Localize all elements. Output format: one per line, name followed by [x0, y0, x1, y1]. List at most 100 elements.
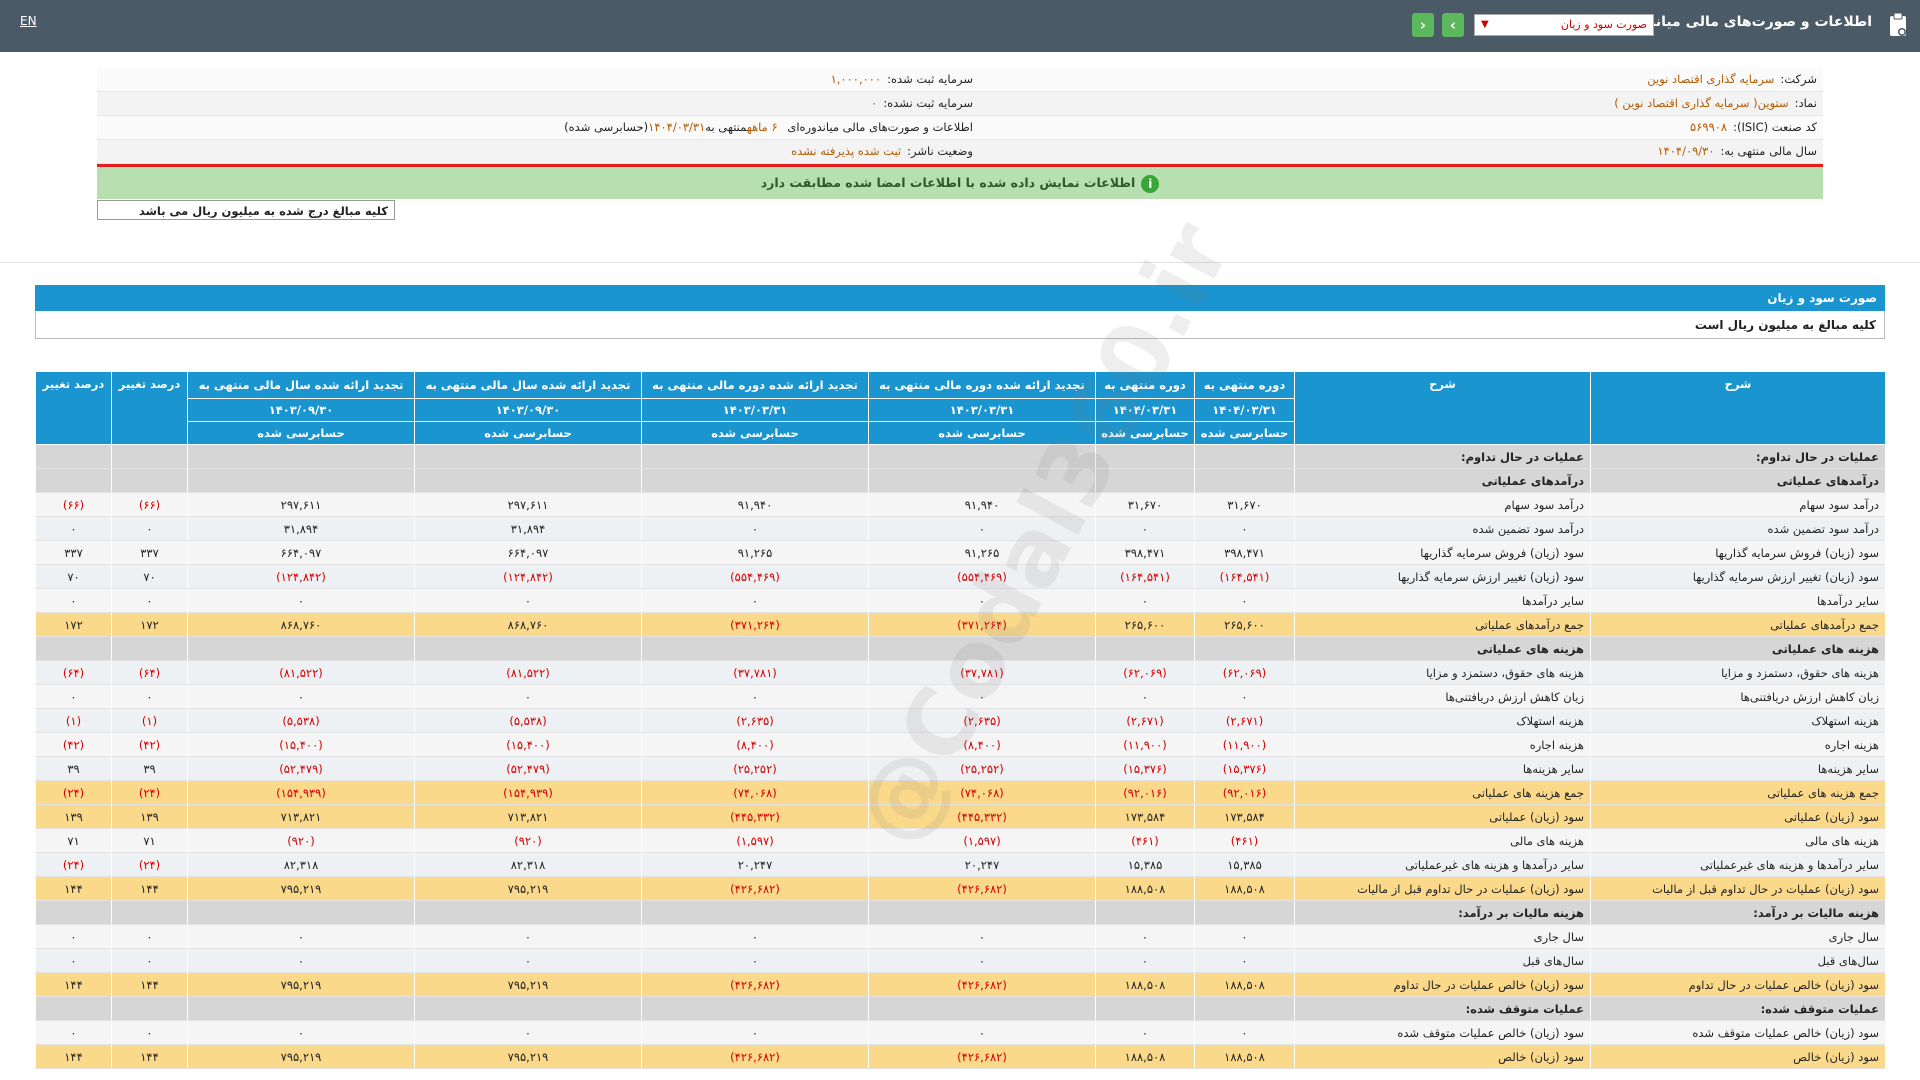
symbol-label: نماد:: [1794, 96, 1817, 110]
row-value: [1095, 468, 1195, 493]
row-value: (۲,۶۳۵): [641, 708, 869, 733]
row-value: [111, 468, 188, 493]
row-label: سود (زیان) خالص عملیات در حال تداوم: [1294, 972, 1591, 997]
period-date: ۱۴۰۴/۰۳/۳۱: [648, 120, 706, 134]
row-value: (۷۴,۰۶۸): [868, 780, 1096, 805]
row-value: (۱۲۴,۸۴۲): [187, 564, 415, 589]
row-value: ۰: [641, 516, 869, 541]
row-value: (۱): [111, 708, 188, 733]
row-value: ۱۴۴: [111, 1044, 188, 1069]
row-label: سود (زیان) عملیات در حال تداوم قبل از ما…: [1294, 876, 1591, 901]
row-value: (۲,۶۷۱): [1194, 708, 1295, 733]
row-value: ۶۶۴,۰۹۷: [187, 540, 415, 565]
row-value: ۱۵,۳۸۵: [1194, 852, 1295, 877]
row-value: [868, 996, 1096, 1021]
row-value: ۰: [1194, 948, 1295, 973]
row-label: سود (زیان) تغییر ارزش سرمایه گذاریها: [1294, 564, 1591, 589]
row-value: ۰: [35, 684, 112, 709]
row-value: ۰: [414, 948, 642, 973]
row-value: [111, 444, 188, 469]
row-value: [111, 636, 188, 661]
row-value: (۴۲): [111, 732, 188, 757]
table-row: جمع درآمدهای عملیاتی جمع درآمدهای عملیاتی…: [35, 612, 1885, 637]
row-value: ۰: [35, 516, 112, 541]
row-value: [1194, 996, 1295, 1021]
col-header-audit: حسابرسی شده: [1095, 421, 1195, 445]
report-type-select[interactable]: صورت سود و زیان ▼: [1474, 14, 1654, 36]
table-row: جمع هزینه های عملیاتی جمع هزینه های عملیا…: [35, 780, 1885, 805]
row-value: ۳۱,۶۷۰: [1194, 492, 1295, 517]
row-value: (۹۲۰): [187, 828, 415, 853]
row-value: (۲۴): [111, 780, 188, 805]
row-value: ۱۷۲: [111, 612, 188, 637]
table-row: سود (زیان) خالص سود (زیان) خالص ۱۸۸,۵۰۸ ۱۸۸…: [35, 1044, 1885, 1069]
row-value: (۶۶): [35, 492, 112, 517]
row-value: (۸,۴۰۰): [641, 732, 869, 757]
row-value: (۸,۴۰۰): [868, 732, 1096, 757]
row-label: هزینه اجاره: [1590, 732, 1885, 757]
company-info-panel: شرکت: سرمایه گذاری اقتصاد نوین سرمایه ثبت…: [97, 68, 1823, 199]
row-value: (۵,۵۳۸): [187, 708, 415, 733]
row-value: [641, 444, 869, 469]
row-label: سود (زیان) خالص عملیات در حال تداوم: [1590, 972, 1885, 997]
row-value: ۶۶۴,۰۹۷: [414, 540, 642, 565]
row-value: ۰: [1095, 948, 1195, 973]
row-value: [1194, 900, 1295, 925]
row-value: [641, 900, 869, 925]
table-row: سال‌های قبل سال‌های قبل ۰ ۰ ۰ ۰ ۰ ۰ ۰ ۰: [35, 948, 1885, 973]
divider: [0, 262, 1920, 263]
period-audit-status: (حسابرسی شده): [564, 120, 649, 134]
row-value: (۴۴۵,۳۳۲): [868, 804, 1096, 829]
row-label: سود (زیان) خالص: [1590, 1044, 1885, 1069]
row-value: ۰: [868, 588, 1096, 613]
row-value: [1095, 444, 1195, 469]
row-value: ۷۹۵,۲۱۹: [414, 1044, 642, 1069]
income-statement-table-container: شرح شرح دوره منتهی به دوره منتهی به تجدی…: [35, 371, 1885, 1080]
row-value: ۲۶۵,۶۰۰: [1194, 612, 1295, 637]
row-label: سود (زیان) عملیاتی: [1294, 804, 1591, 829]
col-header-date: ۱۴۰۴/۰۳/۳۱: [1095, 398, 1195, 422]
row-value: [868, 636, 1096, 661]
col-header-audit: حسابرسی شده: [414, 421, 642, 445]
row-value: ۰: [414, 684, 642, 709]
row-value: ۰: [111, 588, 188, 613]
previous-report-button[interactable]: ‹: [1412, 13, 1434, 37]
row-value: ۱۴۴: [35, 1044, 112, 1069]
table-row: درآمدهای عملیاتی درآمدهای عملیاتی: [35, 468, 1885, 493]
row-value: (۲,۶۷۱): [1095, 708, 1195, 733]
row-value: [187, 996, 415, 1021]
row-value: ۰: [641, 588, 869, 613]
row-value: (۱۱,۹۰۰): [1194, 732, 1295, 757]
table-row: هزینه های عملیاتی هزینه های عملیاتی: [35, 636, 1885, 661]
row-value: (۱۵,۳۷۶): [1194, 756, 1295, 781]
col-header-date: ۱۴۰۴/۰۳/۳۱: [1194, 398, 1295, 422]
language-toggle-link[interactable]: EN: [20, 14, 37, 28]
row-label: سایر درآمدها و هزینه های غیرعملیاتی: [1294, 852, 1591, 877]
row-value: [414, 468, 642, 493]
row-label: هزینه های مالی: [1590, 828, 1885, 853]
row-value: [641, 996, 869, 1021]
row-label: زیان کاهش ارزش دریافتنی‌ها: [1294, 684, 1591, 709]
row-value: ۰: [414, 1020, 642, 1045]
row-value: (۴۲۶,۶۸۲): [868, 972, 1096, 997]
row-value: ۳۹: [35, 756, 112, 781]
row-value: [414, 636, 642, 661]
row-value: ۲۰,۲۴۷: [641, 852, 869, 877]
row-value: (۱۵,۴۰۰): [414, 732, 642, 757]
row-value: [187, 900, 415, 925]
table-row: هزینه استهلاک هزینه استهلاک (۲,۶۷۱) (۲,۶۷۱)…: [35, 708, 1885, 733]
period-ending-text: منتهی به: [705, 120, 747, 134]
row-value: ۱۷۳,۵۸۴: [1194, 804, 1295, 829]
row-value: (۹۲,۰۱۶): [1194, 780, 1295, 805]
row-value: ۰: [111, 684, 188, 709]
row-value: (۱۵۴,۹۳۹): [187, 780, 415, 805]
row-value: ۰: [868, 948, 1096, 973]
isic-label: کد صنعت (ISIC):: [1733, 120, 1817, 134]
row-label: جمع درآمدهای عملیاتی: [1294, 612, 1591, 637]
next-report-button[interactable]: ›: [1442, 13, 1464, 37]
row-value: ۱۴۴: [35, 972, 112, 997]
row-value: (۲۴): [35, 852, 112, 877]
row-label: هزینه استهلاک: [1294, 708, 1591, 733]
row-value: (۹۲,۰۱۶): [1095, 780, 1195, 805]
col-header-restated-period: تجدید ارائه شده دوره مالی منتهی به: [641, 371, 869, 399]
